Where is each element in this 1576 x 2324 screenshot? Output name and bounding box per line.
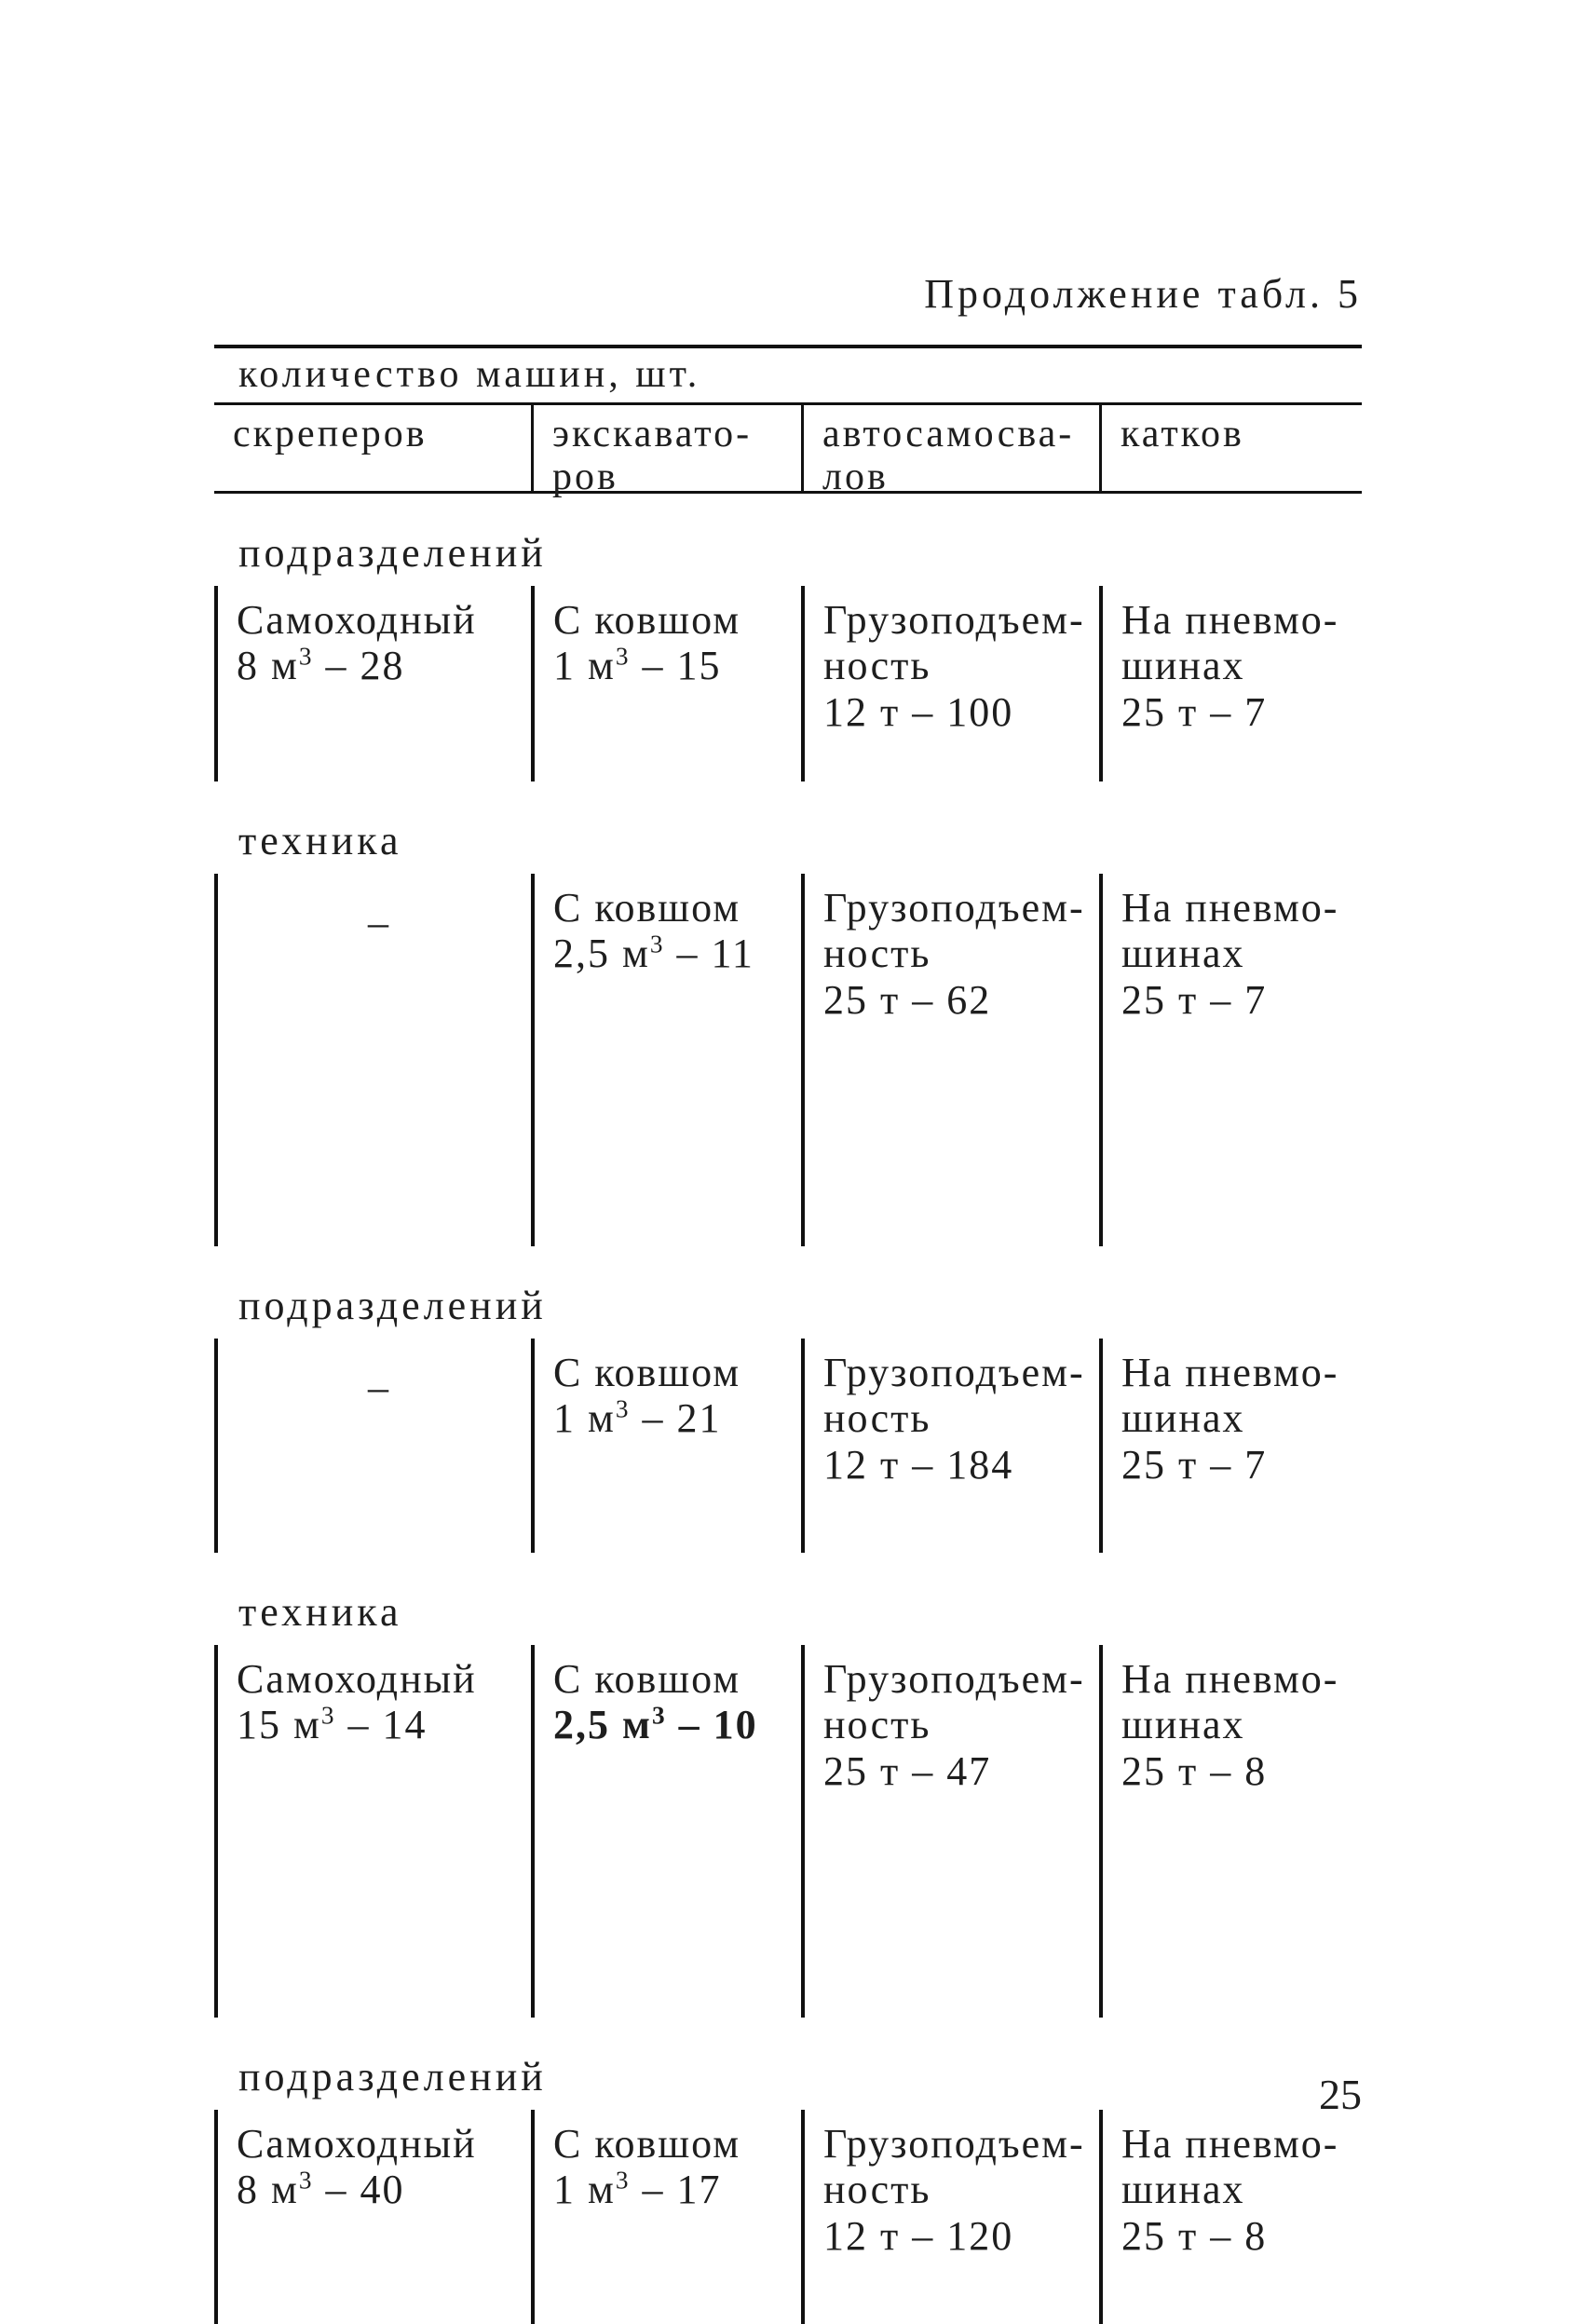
column-header: экскавато-ров xyxy=(531,405,801,491)
section-label: подразделений xyxy=(238,529,1362,577)
column-header: катков xyxy=(1099,405,1362,491)
table-cell: На пневмо-шинах25 т – 7 xyxy=(1099,586,1362,781)
table-cell: Самоходный15 м3 – 14 xyxy=(214,1645,531,2018)
table-row: Самоходный15 м3 – 14С ковшом2,5 м3 – 10Г… xyxy=(214,1645,1362,2018)
table-caption: Продолжение табл. 5 xyxy=(924,270,1362,318)
section-label: техника xyxy=(238,1588,1362,1636)
table-cell: На пневмо-шинах25 т – 7 xyxy=(1099,1339,1362,1553)
section-label: подразделений xyxy=(238,2053,1362,2100)
table-cell: Грузоподъем-ность12 т – 120 xyxy=(801,2110,1099,2324)
table-cell: С ковшом1 м3 – 15 xyxy=(531,586,801,781)
table-cell: С ковшом1 м3 – 21 xyxy=(531,1339,801,1553)
table-row: Самоходный8 м3 – 28С ковшом1 м3 – 15Груз… xyxy=(214,586,1362,781)
table-cell: На пневмо-шинах25 т – 7 xyxy=(1099,874,1362,1246)
page-number: 25 xyxy=(1319,2070,1362,2119)
table-cell: Самоходный8 м3 – 40 xyxy=(214,2110,531,2324)
page: Продолжение табл. 5 количество машин, шт… xyxy=(0,0,1576,2315)
table-header-row: скреперовэкскавато-ровавтосамосва-ловкат… xyxy=(214,405,1362,494)
table-cell: Грузоподъем-ность25 т – 62 xyxy=(801,874,1099,1246)
table-cell: С ковшом1 м3 – 17 xyxy=(531,2110,801,2324)
table-cell: – xyxy=(214,874,531,1246)
table-cell: С ковшом2,5 м3 – 10 xyxy=(531,1645,801,2018)
table-cell: С ковшом2,5 м3 – 11 xyxy=(531,874,801,1246)
table: количество машин, шт. скреперовэкскавато… xyxy=(214,345,1362,2324)
section-label: техника xyxy=(238,817,1362,864)
table-cell: Грузоподъем-ность25 т – 47 xyxy=(801,1645,1099,2018)
section-label: подразделений xyxy=(238,1282,1362,1329)
table-row: Самоходный8 м3 – 40С ковшом1 м3 – 17Груз… xyxy=(214,2110,1362,2324)
table-cell: Самоходный8 м3 – 28 xyxy=(214,586,531,781)
column-header: автосамосва-лов xyxy=(801,405,1099,491)
table-cell: Грузоподъем-ность12 т – 100 xyxy=(801,586,1099,781)
table-cell: На пневмо-шинах25 т – 8 xyxy=(1099,2110,1362,2324)
table-supertitle: количество машин, шт. xyxy=(214,348,1362,405)
table-cell: На пневмо-шинах25 т – 8 xyxy=(1099,1645,1362,2018)
table-cell: Грузоподъем-ность12 т – 184 xyxy=(801,1339,1099,1553)
table-row: –С ковшом2,5 м3 – 11Грузоподъем-ность25 … xyxy=(214,874,1362,1246)
table-row: –С ковшом1 м3 – 21Грузоподъем-ность12 т … xyxy=(214,1339,1362,1553)
table-cell: – xyxy=(214,1339,531,1553)
column-header: скреперов xyxy=(214,405,531,491)
